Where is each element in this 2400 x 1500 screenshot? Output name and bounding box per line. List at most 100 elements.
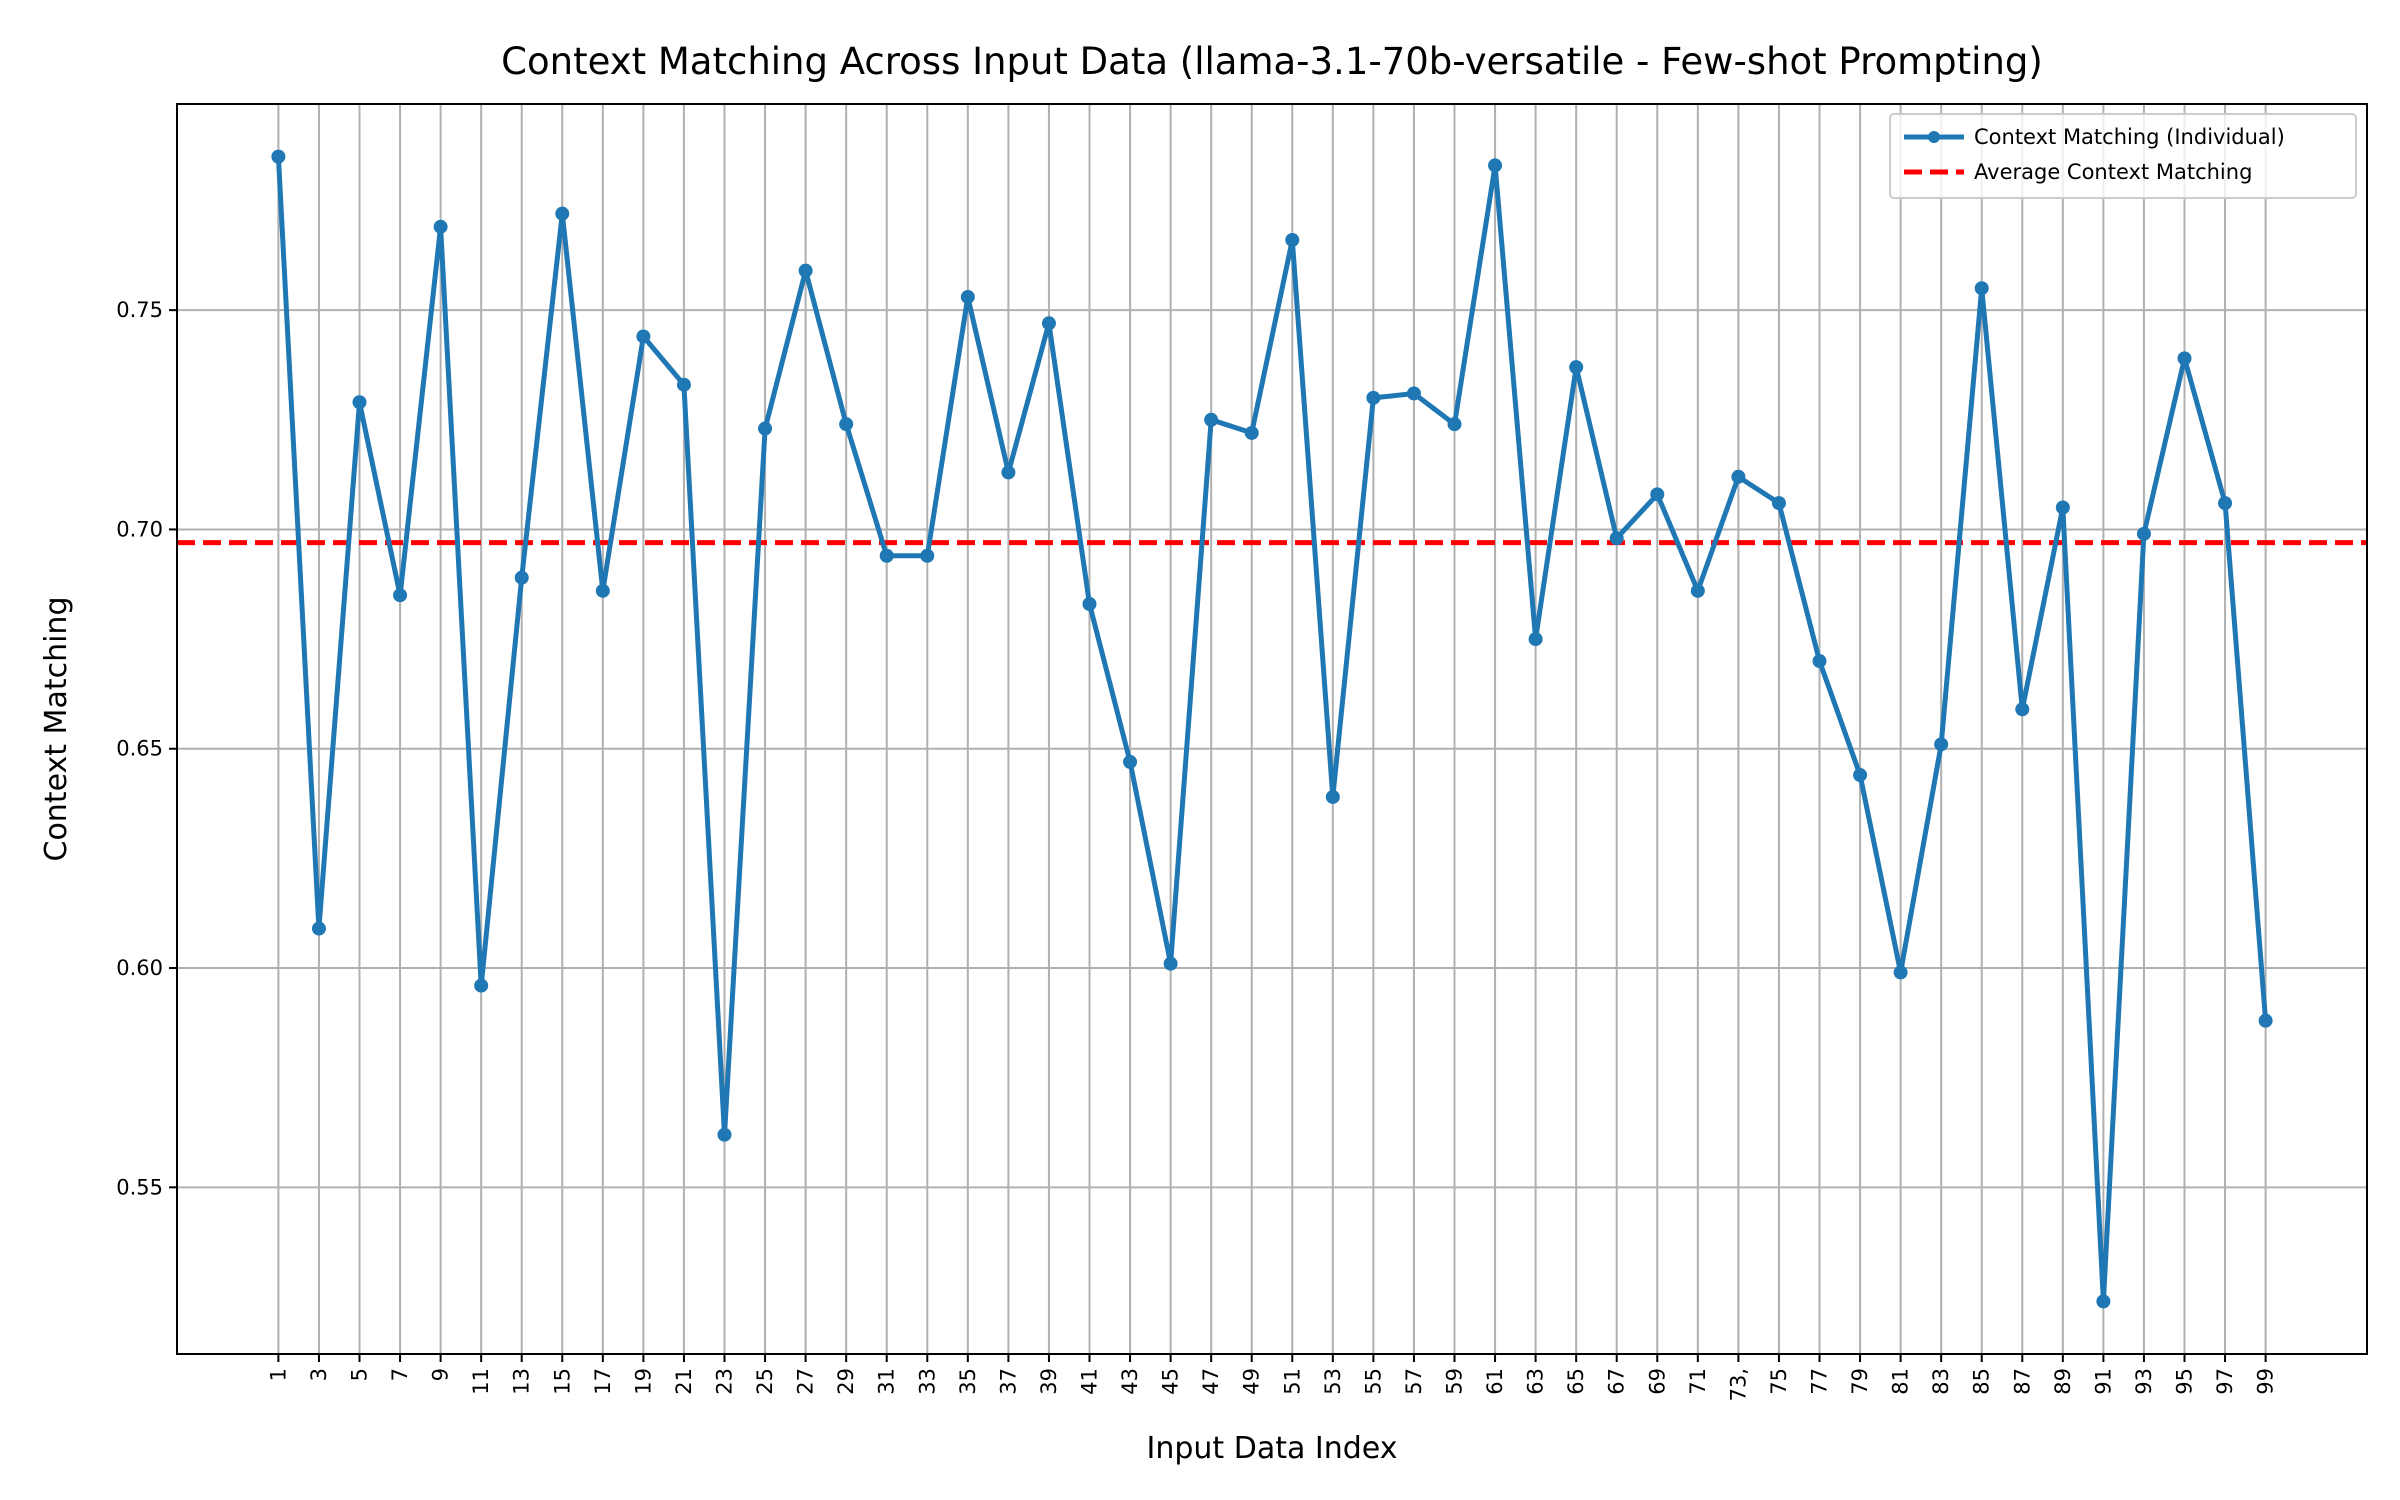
x-tick-label: 81 — [1889, 1368, 1913, 1395]
data-point — [2055, 500, 2070, 515]
x-tick-label: 93 — [2132, 1368, 2156, 1395]
data-point — [1366, 390, 1381, 405]
legend-box — [1889, 113, 2357, 199]
x-tick-label: 69 — [1645, 1368, 1669, 1395]
data-point — [1285, 232, 1300, 247]
x-tick-label: 75 — [1767, 1368, 1791, 1395]
data-point — [1123, 754, 1138, 769]
data-point — [271, 149, 286, 164]
x-tick-label: 63 — [1524, 1368, 1548, 1395]
data-point — [352, 395, 367, 410]
data-point — [474, 978, 489, 993]
data-point — [2136, 526, 2151, 541]
x-tick-label: 91 — [2091, 1368, 2115, 1395]
x-tick-label: 83 — [1929, 1368, 1953, 1395]
data-point — [2015, 702, 2030, 717]
data-point — [2218, 496, 2233, 511]
data-point — [1690, 583, 1705, 598]
series-layer — [271, 149, 2273, 1309]
x-tick-label: 77 — [1808, 1368, 1832, 1395]
x-tick-label: 7 — [388, 1368, 412, 1381]
x-tick-label: 89 — [2051, 1368, 2075, 1395]
y-axis-label: Context Matching — [39, 597, 74, 862]
x-tick-label: 27 — [794, 1368, 818, 1395]
data-point — [393, 588, 408, 603]
x-tick-label: 13 — [510, 1368, 534, 1395]
x-tick-label: 59 — [1443, 1368, 1467, 1395]
x-tick-label: 53 — [1321, 1368, 1345, 1395]
data-point — [555, 206, 570, 221]
data-point — [2096, 1294, 2111, 1309]
data-point — [920, 548, 935, 563]
data-point — [1812, 654, 1827, 669]
data-point — [636, 329, 651, 344]
series-line-individual — [275, 156, 2269, 1304]
plot-area-frame — [176, 103, 2368, 1355]
data-point — [879, 548, 894, 563]
x-tick-label: 29 — [834, 1368, 858, 1395]
x-tick-label: 31 — [875, 1368, 899, 1395]
x-axis-label: Input Data Index — [1147, 1431, 1398, 1466]
x-tick-label: 35 — [956, 1368, 980, 1395]
x-tick-label: 99 — [2254, 1368, 2278, 1395]
y-tick-label: 0.60 — [116, 956, 163, 980]
data-point — [1528, 632, 1543, 647]
x-tick-label: 9 — [429, 1368, 453, 1381]
x-axis: 1 3 5 7 9 11 13 15 17 19 21 23 25 27 29 31 33 35 37 39 41 43 4… — [266, 1354, 2278, 1401]
x-tick-label: 17 — [591, 1368, 615, 1395]
x-tick-label: 15 — [550, 1368, 574, 1395]
data-point — [798, 263, 813, 278]
x-tick-label: 49 — [1240, 1368, 1264, 1395]
x-tick-label: 95 — [2173, 1368, 2197, 1395]
data-point — [1934, 737, 1949, 752]
x-tick-label: 23 — [713, 1368, 737, 1395]
x-tick-label: 1 — [266, 1368, 290, 1381]
x-tick-label: 3 — [307, 1368, 331, 1381]
data-point — [676, 377, 691, 392]
x-tick-label: 51 — [1280, 1368, 1304, 1395]
x-tick-label: 19 — [631, 1368, 655, 1395]
data-point — [1974, 281, 1989, 296]
legend-marker-individual — [1928, 131, 1940, 143]
x-tick-label: 11 — [469, 1368, 493, 1395]
data-point — [1609, 531, 1624, 546]
grid — [177, 104, 2367, 1354]
data-point — [1488, 158, 1503, 173]
legend-label-individual: Context Matching (Individual) — [1974, 125, 2285, 149]
y-axis: 0.55 0.60 0.65 0.70 0.75 — [116, 298, 177, 1199]
y-tick-label: 0.75 — [116, 298, 163, 322]
data-point — [960, 289, 975, 304]
y-tick-label: 0.70 — [116, 517, 163, 541]
data-point — [717, 1127, 732, 1142]
data-point — [1893, 965, 1908, 980]
x-tick-label: 65 — [1564, 1368, 1588, 1395]
y-tick-label: 0.55 — [116, 1175, 163, 1199]
data-point — [1082, 597, 1097, 611]
data-point — [1447, 417, 1462, 432]
data-point — [311, 921, 326, 936]
data-point — [758, 421, 773, 436]
data-point — [1771, 496, 1786, 511]
data-point — [1041, 316, 1056, 331]
x-tick-label: 55 — [1361, 1368, 1385, 1395]
data-point — [595, 583, 610, 598]
x-tick-label: 61 — [1483, 1368, 1507, 1395]
x-tick-label: 25 — [753, 1368, 777, 1395]
data-point — [433, 219, 448, 234]
legend: Context Matching (Individual) Average Co… — [1889, 113, 2357, 199]
x-tick-label: 37 — [996, 1368, 1020, 1395]
x-tick-label: 67 — [1605, 1368, 1629, 1395]
data-point — [2177, 351, 2192, 366]
x-tick-label: 39 — [1037, 1368, 1061, 1395]
x-tick-label: 41 — [1078, 1368, 1102, 1395]
x-tick-label: 97 — [2213, 1368, 2237, 1395]
data-point — [1244, 425, 1259, 440]
data-point — [1650, 487, 1665, 502]
x-tick-label: 5 — [348, 1368, 372, 1381]
x-tick-label: 43 — [1118, 1368, 1142, 1395]
chart-title: Context Matching Across Input Data (llam… — [501, 40, 2043, 83]
x-tick-label: 87 — [2010, 1368, 2034, 1395]
x-tick-label: 73, — [1726, 1368, 1750, 1401]
data-point — [1204, 412, 1219, 427]
